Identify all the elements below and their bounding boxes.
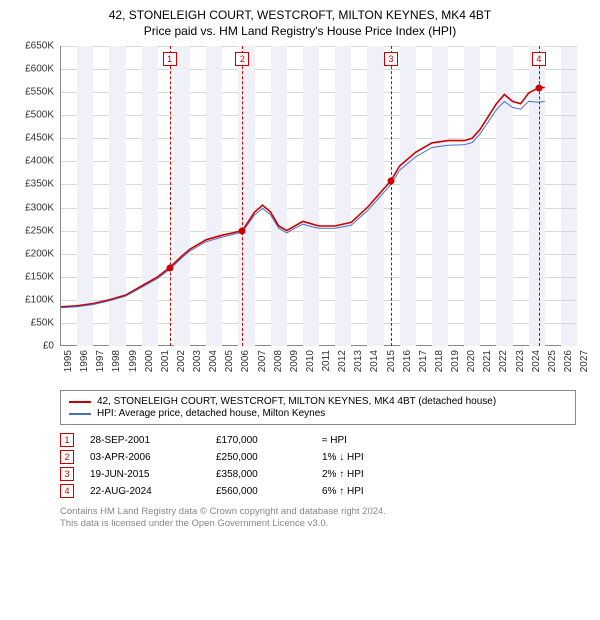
- chart-container: 42, STONELEIGH COURT, WESTCROFT, MILTON …: [0, 0, 600, 539]
- tx-delta: ≈ HPI: [322, 435, 412, 446]
- x-tick-label: 2000: [144, 350, 155, 372]
- transactions-table: 1 28-SEP-2001 £170,000 ≈ HPI 2 03-APR-2006 £25…: [60, 433, 576, 498]
- event-line: [391, 46, 392, 346]
- x-tick-label: 2017: [418, 350, 429, 372]
- x-tick-label: 2006: [240, 350, 251, 372]
- footer: Contains HM Land Registry data © Crown c…: [60, 506, 588, 531]
- transaction-row: 4 22-AUG-2024 £560,000 6% ↑ HPI: [60, 484, 576, 498]
- y-tick-label: £300K: [25, 202, 54, 213]
- line-series: [61, 46, 577, 346]
- legend-label: 42, STONELEIGH COURT, WESTCROFT, MILTON …: [97, 396, 496, 407]
- event-line: [170, 46, 171, 346]
- y-tick-label: £600K: [25, 64, 54, 75]
- event-line: [242, 46, 243, 346]
- event-marker: 1: [163, 52, 177, 66]
- x-tick-label: 2005: [224, 350, 235, 372]
- tx-delta: 6% ↑ HPI: [322, 486, 412, 497]
- sale-point: [387, 177, 394, 184]
- plot-area: 1 2 3 4: [60, 46, 576, 346]
- event-marker: 3: [384, 52, 398, 66]
- y-tick-label: £400K: [25, 156, 54, 167]
- x-tick-label: 2003: [192, 350, 203, 372]
- x-tick-label: 1999: [128, 350, 139, 372]
- x-tick-label: 2009: [289, 350, 300, 372]
- sale-point: [166, 264, 173, 271]
- legend-item: HPI: Average price, detached house, Milt…: [69, 408, 567, 419]
- x-tick-label: 2019: [450, 350, 461, 372]
- x-tick-label: 2025: [547, 350, 558, 372]
- x-tick-label: 2026: [563, 350, 574, 372]
- event-marker: 4: [532, 52, 546, 66]
- x-tick-label: 2013: [353, 350, 364, 372]
- x-tick-label: 1995: [63, 350, 74, 372]
- x-tick-label: 2007: [257, 350, 268, 372]
- series-hpi: [61, 101, 545, 307]
- x-tick-label: 2001: [160, 350, 171, 372]
- tx-date: 28-SEP-2001: [90, 435, 200, 446]
- tx-price: £358,000: [216, 469, 306, 480]
- transaction-row: 3 19-JUN-2015 £358,000 2% ↑ HPI: [60, 467, 576, 481]
- event-marker: 2: [235, 52, 249, 66]
- x-tick-label: 2014: [369, 350, 380, 372]
- tx-date: 03-APR-2006: [90, 452, 200, 463]
- tx-marker: 3: [60, 467, 74, 481]
- tx-delta: 2% ↑ HPI: [322, 469, 412, 480]
- tx-price: £170,000: [216, 435, 306, 446]
- transaction-row: 2 03-APR-2006 £250,000 1% ↓ HPI: [60, 450, 576, 464]
- tx-marker: 2: [60, 450, 74, 464]
- transaction-row: 1 28-SEP-2001 £170,000 ≈ HPI: [60, 433, 576, 447]
- x-tick-label: 2002: [176, 350, 187, 372]
- legend-label: HPI: Average price, detached house, Milt…: [97, 408, 325, 419]
- y-tick-label: £250K: [25, 225, 54, 236]
- x-tick-label: 1996: [79, 350, 90, 372]
- tx-price: £560,000: [216, 486, 306, 497]
- legend: 42, STONELEIGH COURT, WESTCROFT, MILTON …: [60, 390, 576, 425]
- title-line-1: 42, STONELEIGH COURT, WESTCROFT, MILTON …: [12, 8, 588, 22]
- y-tick-label: £500K: [25, 110, 54, 121]
- sale-point: [239, 227, 246, 234]
- x-tick-label: 1998: [111, 350, 122, 372]
- legend-item: 42, STONELEIGH COURT, WESTCROFT, MILTON …: [69, 396, 567, 407]
- tx-date: 19-JUN-2015: [90, 469, 200, 480]
- x-axis-labels: 1995 1996 1997 1998 1999 2000 2001 2002 2003 2004…: [60, 348, 576, 384]
- x-tick-label: 2008: [273, 350, 284, 372]
- sale-point: [535, 84, 542, 91]
- x-tick-label: 2022: [498, 350, 509, 372]
- footer-line: This data is licensed under the Open Gov…: [60, 518, 588, 530]
- tx-price: £250,000: [216, 452, 306, 463]
- x-tick-label: 1997: [95, 350, 106, 372]
- tx-marker: 4: [60, 484, 74, 498]
- y-tick-label: £200K: [25, 248, 54, 259]
- legend-swatch: [69, 413, 91, 415]
- chart-area: £0 £50K £100K £150K £200K £250K £300K £350K £400…: [12, 46, 588, 386]
- x-tick-label: 2023: [515, 350, 526, 372]
- tx-marker: 1: [60, 433, 74, 447]
- x-tick-label: 2024: [531, 350, 542, 372]
- y-tick-label: £350K: [25, 179, 54, 190]
- x-tick-label: 2016: [402, 350, 413, 372]
- y-tick-label: £650K: [25, 41, 54, 52]
- y-axis-labels: £0£50K£100K£150K£200K£250K£300K£350K£400…: [12, 46, 56, 346]
- series-property: [61, 88, 545, 307]
- tx-date: 22-AUG-2024: [90, 486, 200, 497]
- title-line-2: Price paid vs. HM Land Registry's House …: [12, 24, 588, 38]
- y-tick-label: £100K: [25, 294, 54, 305]
- x-tick-label: 2021: [482, 350, 493, 372]
- tx-delta: 1% ↓ HPI: [322, 452, 412, 463]
- x-tick-label: 2011: [321, 350, 332, 372]
- x-tick-label: 2004: [208, 350, 219, 372]
- y-tick-label: £150K: [25, 271, 54, 282]
- y-tick-label: £0: [43, 341, 54, 352]
- x-tick-label: 2010: [305, 350, 316, 372]
- y-tick-label: £550K: [25, 87, 54, 98]
- footer-line: Contains HM Land Registry data © Crown c…: [60, 506, 588, 518]
- x-tick-label: 2018: [434, 350, 445, 372]
- y-tick-label: £50K: [31, 317, 54, 328]
- x-tick-label: 2020: [466, 350, 477, 372]
- x-tick-label: 2012: [337, 350, 348, 372]
- x-tick-label: 2027: [579, 350, 590, 372]
- x-tick-label: 2015: [386, 350, 397, 372]
- legend-swatch: [69, 401, 91, 403]
- y-tick-label: £450K: [25, 133, 54, 144]
